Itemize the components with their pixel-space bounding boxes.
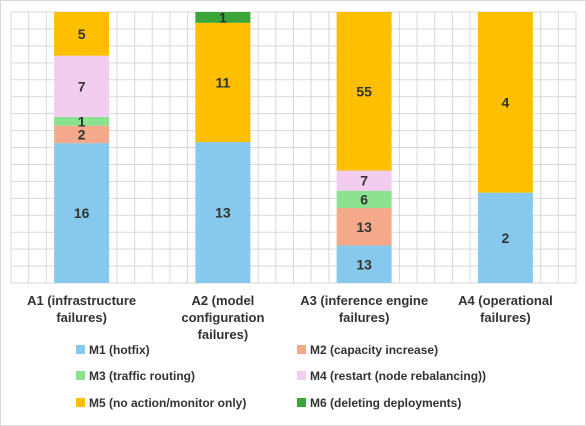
- legend-item: M1 (hotfix): [76, 343, 150, 357]
- category-label: A4 (operational failures): [458, 293, 553, 325]
- bar-segment-1-cat-4: [477, 192, 533, 283]
- legend-label: M5 (no action/monitor only): [89, 396, 246, 410]
- legend-label: M3 (traffic routing): [89, 369, 195, 383]
- legend: M1 (hotfix) M2 (capacity increase) M3 (tra…: [76, 343, 486, 410]
- data-label: 2: [501, 230, 509, 246]
- category-label: A2 (model configuration failures): [181, 293, 264, 342]
- category-label: A1 (infrastructure failures): [27, 293, 136, 325]
- legend-item: M4 (restart (node rebalancing)): [297, 369, 486, 383]
- data-label: 2: [78, 126, 86, 142]
- legend-item: M5 (no action/monitor only): [76, 396, 246, 410]
- data-label: 7: [78, 78, 86, 94]
- legend-label: M6 (deleting deployments): [310, 396, 461, 410]
- data-label: 6: [360, 191, 368, 207]
- bar-segment-5-cat-1: [54, 12, 110, 56]
- legend-label: M2 (capacity increase): [310, 343, 438, 357]
- data-label: 16: [74, 205, 90, 221]
- data-label: 1: [78, 113, 86, 129]
- legend-swatch: [297, 398, 306, 407]
- legend-swatch: [76, 371, 85, 380]
- legend-item: M2 (capacity increase): [297, 343, 438, 357]
- bar-segment-1-cat-2: [195, 142, 251, 283]
- bar-segment-5-cat-3: [336, 12, 392, 171]
- legend-swatch: [76, 398, 85, 407]
- bars: [54, 12, 533, 283]
- data-label: 1: [219, 9, 227, 25]
- bar-segment-6-cat-2: [195, 12, 251, 23]
- data-label: 55: [356, 83, 372, 99]
- legend-label: M4 (restart (node rebalancing)): [310, 369, 486, 383]
- legend-swatch: [76, 345, 85, 354]
- legend-item: M6 (deleting deployments): [297, 396, 461, 410]
- bar-segment-4-cat-1: [54, 55, 110, 117]
- legend-swatch: [297, 371, 306, 380]
- data-label: 13: [215, 205, 231, 221]
- data-label: 7: [360, 173, 368, 189]
- data-label: 5: [78, 26, 86, 42]
- category-labels: A1 (infrastructure failures) A2 (model conf…: [27, 293, 553, 342]
- legend-swatch: [297, 345, 306, 354]
- bar-segment-4-cat-3: [336, 170, 392, 191]
- bar-segment-3-cat-1: [54, 116, 110, 126]
- bar-segment-1-cat-1: [54, 143, 110, 283]
- bar-segment-2-cat-1: [54, 125, 110, 144]
- legend-item: M3 (traffic routing): [76, 369, 195, 383]
- bar-segment-2-cat-3: [336, 208, 392, 246]
- data-label: 13: [356, 256, 372, 272]
- data-label: 13: [356, 219, 372, 235]
- data-label: 11: [215, 74, 230, 90]
- bar-segment-5-cat-4: [477, 12, 533, 193]
- bar-segment-5-cat-2: [195, 22, 251, 143]
- category-label: A3 (inference engine failures): [300, 293, 428, 325]
- data-label: 4: [501, 94, 509, 110]
- bar-segment-3-cat-3: [336, 190, 392, 209]
- legend-label: M1 (hotfix): [89, 343, 150, 357]
- bar-segment-1-cat-3: [336, 245, 392, 283]
